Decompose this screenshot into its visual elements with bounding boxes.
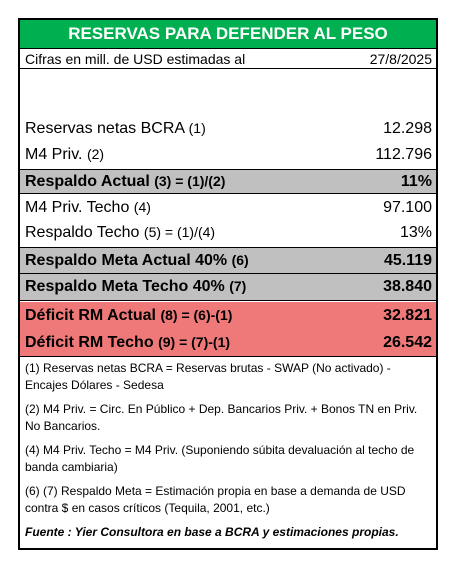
footnote: (6) (7) Respaldo Meta = Estimación propi… bbox=[25, 484, 406, 515]
row-m4-priv: M4 Priv. (2) 112.796 bbox=[20, 142, 436, 168]
row-respaldo-meta-techo: Respaldo Meta Techo 40% (7) 38.840 bbox=[20, 274, 436, 301]
row-ref: (1) bbox=[188, 120, 206, 136]
row-value: 32.821 bbox=[383, 306, 432, 324]
table-title: RESERVAS PARA DEFENDER AL PESO bbox=[20, 20, 436, 49]
row-label: M4 Priv. bbox=[25, 146, 83, 163]
row-label: Déficit RM Techo bbox=[25, 333, 154, 351]
row-deficit-rm-actual: Déficit RM Actual (8) = (6)-(1) 32.821 bbox=[20, 302, 436, 329]
row-ref: (6) bbox=[231, 251, 249, 268]
footnotes: (1) Reservas netas BCRA = Reservas bruta… bbox=[20, 356, 436, 550]
row-value: 45.119 bbox=[383, 251, 432, 269]
row-ref: (8) = (6)-(1) bbox=[160, 306, 233, 323]
row-reservas-netas: Reservas netas BCRA (1) 12.298 bbox=[20, 116, 436, 142]
row-label: Respaldo Meta Techo 40% bbox=[25, 278, 225, 295]
row-ref: (5) = (1)/(4) bbox=[143, 224, 216, 240]
subtitle-date: 27/8/2025 bbox=[369, 50, 432, 67]
row-respaldo-meta-actual: Respaldo Meta Actual 40% (6) 45.119 bbox=[20, 247, 436, 274]
row-respaldo-actual: Respaldo Actual (3) = (1)/(2) 11% bbox=[20, 169, 436, 194]
row-ref: (9) = (7)-(1) bbox=[158, 333, 231, 350]
reserves-table: RESERVAS PARA DEFENDER AL PESO Cifras en… bbox=[18, 18, 438, 550]
row-ref: (3) = (1)/(2) bbox=[154, 172, 226, 189]
row-ref: (2) bbox=[86, 146, 105, 162]
row-ref: (4) bbox=[133, 198, 151, 215]
row-value: 11% bbox=[400, 172, 432, 190]
row-value: 97.100 bbox=[383, 198, 432, 216]
row-label: Reservas netas BCRA bbox=[25, 120, 185, 137]
row-label: Respaldo Techo bbox=[25, 224, 140, 241]
footnote: (1) Reservas netas BCRA = Reservas bruta… bbox=[25, 361, 391, 392]
row-value: 12.298 bbox=[383, 120, 432, 137]
row-value: 38.840 bbox=[383, 278, 432, 295]
row-m4-priv-techo: M4 Priv. Techo (4) 97.100 bbox=[20, 195, 436, 220]
footnote: (4) M4 Priv. Techo = M4 Priv. (Suponiend… bbox=[25, 443, 415, 474]
source-note: Fuente : Yier Consultora en base a BCRA … bbox=[25, 525, 399, 539]
subtitle-row: Cifras en mill. de USD estimadas al 27/8… bbox=[20, 49, 436, 69]
row-ref: (7) bbox=[229, 278, 247, 294]
row-deficit-rm-techo: Déficit RM Techo (9) = (7)-(1) 26.542 bbox=[20, 329, 436, 356]
footnote: (2) M4 Priv. = Circ. En Público + Dep. B… bbox=[25, 402, 418, 433]
row-value: 13% bbox=[399, 224, 432, 241]
row-label: Déficit RM Actual bbox=[25, 306, 156, 324]
row-label: Respaldo Meta Actual 40% bbox=[25, 251, 228, 269]
row-label: M4 Priv. Techo bbox=[25, 198, 130, 216]
row-label: Respaldo Actual bbox=[25, 172, 150, 190]
row-value: 26.542 bbox=[383, 333, 432, 351]
row-value: 112.796 bbox=[375, 146, 432, 163]
subtitle-label: Cifras en mill. de USD estimadas al bbox=[25, 50, 246, 67]
row-respaldo-techo: Respaldo Techo (5) = (1)/(4) 13% bbox=[20, 220, 436, 246]
